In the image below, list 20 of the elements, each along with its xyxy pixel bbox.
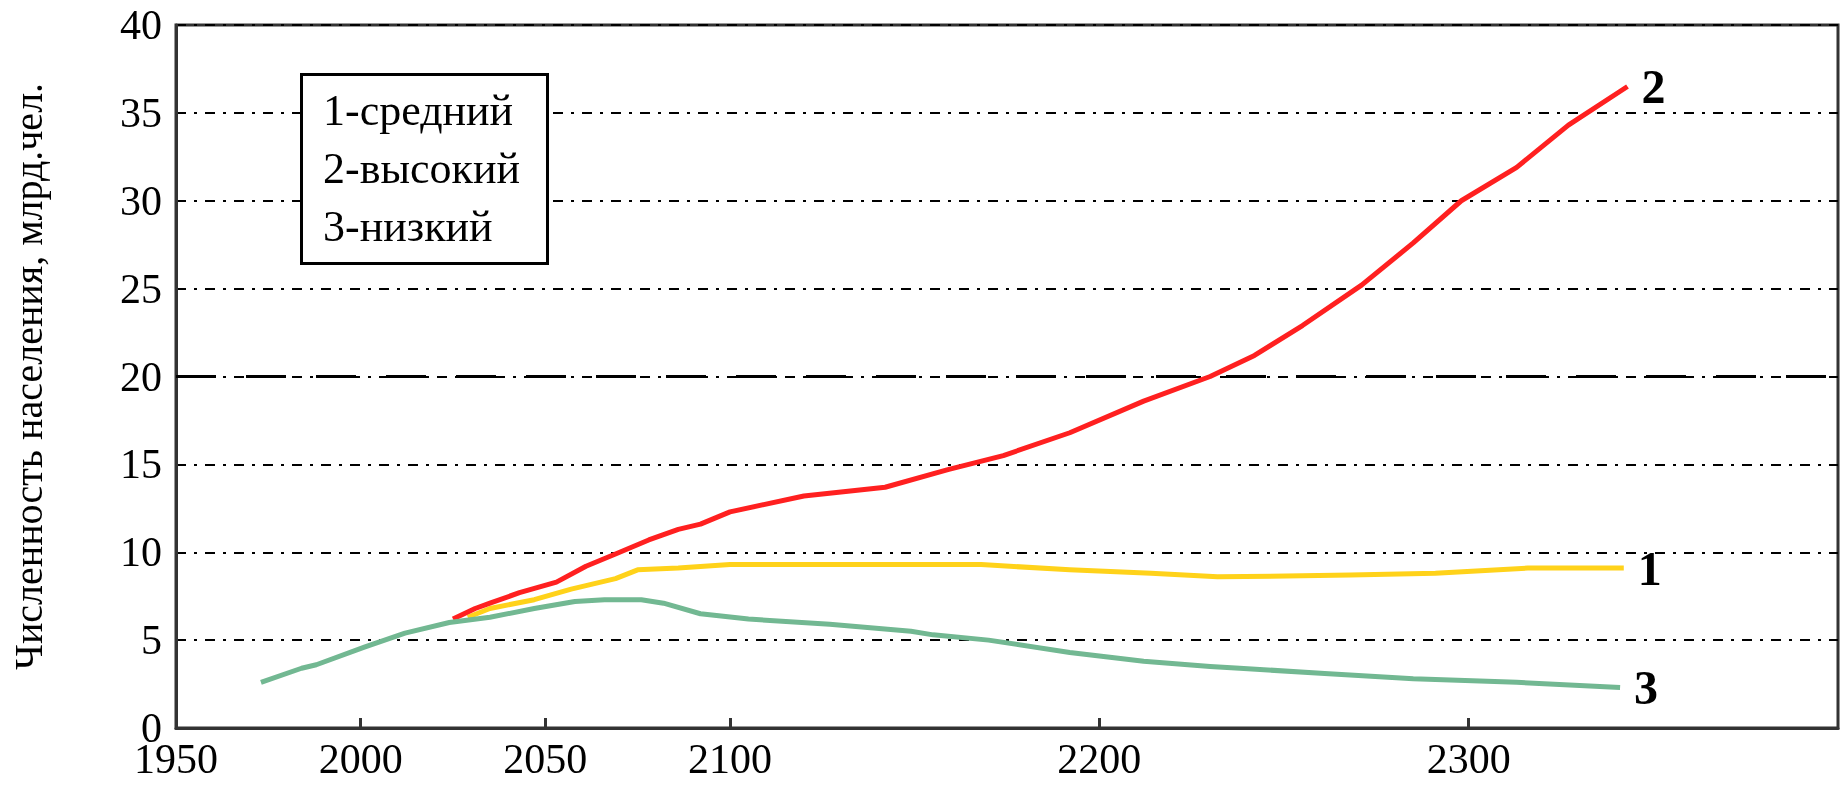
- series-label: 2: [1641, 60, 1666, 114]
- y-tick-label: 5: [141, 617, 162, 664]
- series-label: 3: [1634, 661, 1659, 715]
- x-tick-label: 2300: [1426, 736, 1511, 782]
- x-tick-label: 2100: [688, 736, 772, 782]
- y-tick-label: 10: [120, 529, 162, 576]
- y-tick-label: 25: [120, 265, 162, 312]
- y-tick-label: 15: [120, 441, 162, 488]
- annotation: 2-высокий: [323, 143, 520, 195]
- y-tick-label: 40: [120, 2, 162, 48]
- annotation: 1-средний: [323, 85, 515, 137]
- annotation: 3-низкий: [323, 201, 494, 253]
- y-axis-title: Численность населения, млрд.чел.: [5, 82, 51, 671]
- y-tick-label: 20: [120, 353, 162, 400]
- x-tick-label: 2000: [318, 736, 403, 782]
- x-tick-label: 2200: [1057, 736, 1142, 782]
- y-tick-label: 30: [120, 177, 162, 224]
- y-tick-label: 35: [120, 89, 162, 136]
- x-tick-label: 2050: [503, 736, 588, 782]
- series-label: 1: [1637, 541, 1662, 595]
